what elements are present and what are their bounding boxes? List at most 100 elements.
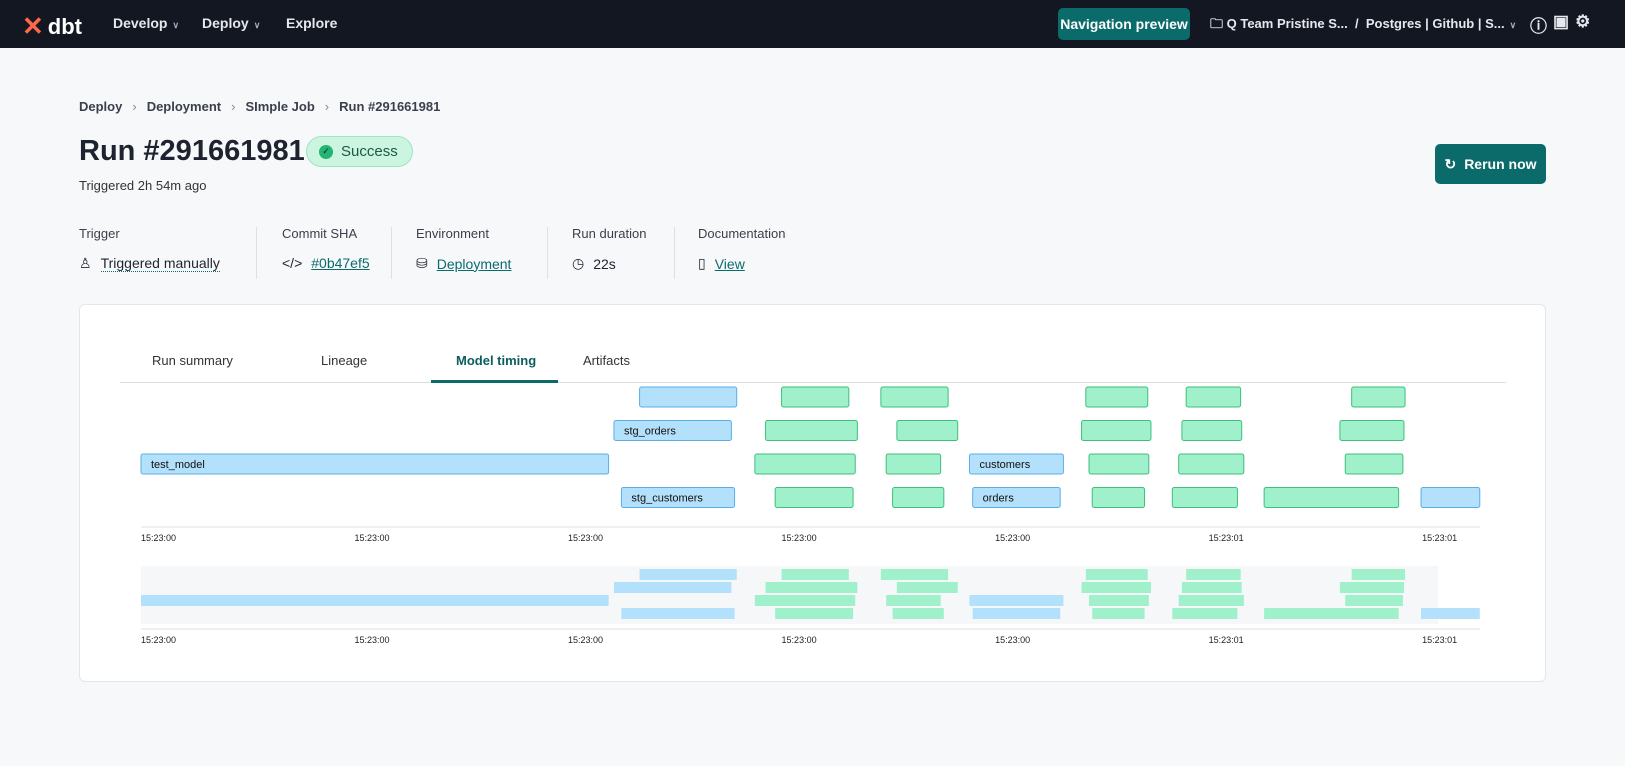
tab-model-timing[interactable]: Model timing — [456, 353, 537, 368]
minimap-test-bar — [1092, 608, 1145, 619]
run-details-card: Run summary Lineage Model timing Artifac… — [79, 304, 1546, 682]
bar-label: stg_orders — [624, 426, 676, 438]
minimap-model-bar — [621, 608, 735, 619]
account-name: Q Team Pristine S... — [1226, 16, 1348, 31]
navigation-preview-button[interactable]: Navigation preview — [1058, 8, 1190, 40]
test-bar[interactable] — [781, 386, 850, 408]
documentation-link[interactable]: View — [714, 255, 745, 272]
top-nav: ✕ dbt Develop ∨ Deploy ∨ Explore Navigation… — [0, 0, 1625, 48]
meta-label: Environment — [416, 226, 489, 241]
breadcrumb-deploy[interactable]: Deploy — [79, 99, 123, 114]
dbt-logo-icon: ✕ — [22, 11, 44, 41]
minimap-test-bar — [1339, 582, 1404, 593]
test-bar[interactable] — [1185, 386, 1242, 408]
test-bar[interactable] — [765, 420, 858, 441]
divider — [674, 227, 675, 279]
minimap-model-bar — [969, 595, 1064, 606]
bar-label: stg_customers — [631, 493, 703, 505]
model-bar[interactable] — [1420, 487, 1481, 508]
nav-explore[interactable]: Explore — [286, 15, 338, 31]
test-bar[interactable] — [1088, 453, 1150, 475]
environment-link[interactable]: Deployment — [436, 255, 512, 272]
model-bar[interactable] — [620, 487, 736, 508]
project-selector[interactable]: 🗀 Q Team Pristine S... / Postgres | Gith… — [1210, 15, 1516, 37]
breadcrumb-job[interactable]: SImple Job — [245, 99, 315, 114]
test-bar[interactable] — [754, 453, 856, 475]
tick-label: 15:23:01 — [1209, 533, 1244, 543]
dbt-logo[interactable]: ✕ dbt — [22, 11, 82, 42]
test-bar[interactable] — [1171, 487, 1238, 508]
test-bar[interactable] — [880, 386, 949, 408]
test-bar[interactable] — [1091, 487, 1146, 508]
nav-deploy-label: Deploy — [202, 15, 249, 31]
minimap-model-bar — [613, 582, 732, 593]
test-bar[interactable] — [885, 453, 942, 475]
minimap-test-bar — [1085, 569, 1148, 580]
breadcrumb: Deploy › Deployment › SImple Job › Run #291… — [79, 99, 440, 114]
tick-label: 15:23:00 — [782, 533, 817, 543]
tick-label: 15:23:01 — [1422, 533, 1457, 543]
model-bar[interactable] — [972, 487, 1061, 508]
test-bar[interactable] — [896, 420, 959, 441]
rerun-now-button[interactable]: ↻ Rerun now — [1435, 144, 1546, 184]
minimap-test-bar — [765, 582, 858, 593]
test-bar[interactable] — [1263, 487, 1400, 508]
model-bar[interactable] — [613, 420, 732, 441]
minimap-test-bar — [775, 608, 854, 619]
tab-artifacts[interactable]: Artifacts — [583, 353, 630, 368]
settings-icon[interactable]: ⚙ — [1575, 12, 1591, 31]
nav-develop[interactable]: Develop ∨ — [113, 15, 179, 31]
test-bar[interactable] — [1344, 453, 1404, 475]
model-bar[interactable] — [968, 453, 1064, 475]
breadcrumb-deployment[interactable]: Deployment — [146, 99, 222, 114]
minimap-test-bar — [1345, 595, 1403, 606]
test-bar[interactable] — [1085, 386, 1149, 408]
breadcrumb-run: Run #291661981 — [339, 99, 441, 114]
minimap-test-bar — [1089, 595, 1149, 606]
logo-text: dbt — [47, 13, 82, 39]
meta-label: Trigger — [79, 226, 120, 241]
minimap-model-bar — [141, 595, 609, 606]
help-icon[interactable]: ⓘ — [1530, 17, 1547, 36]
test-bar[interactable] — [1181, 420, 1243, 441]
triggered-time: Triggered 2h 54m ago — [79, 178, 207, 193]
test-bar[interactable] — [1178, 453, 1245, 475]
tab-run-summary[interactable]: Run summary — [152, 353, 233, 368]
folder-icon: 🗀 — [1210, 16, 1227, 31]
test-bar[interactable] — [1351, 386, 1406, 408]
active-tab-indicator — [431, 380, 558, 383]
project-name: Postgres | Github | S... — [1365, 16, 1505, 31]
model-bar[interactable] — [140, 453, 610, 475]
test-bar[interactable] — [892, 487, 945, 508]
divider — [256, 227, 257, 279]
commit-link[interactable]: #0b47ef5 — [311, 255, 370, 271]
tick-label: 15:23:00 — [782, 635, 817, 645]
tick-label: 15:23:00 — [995, 533, 1030, 543]
test-bar[interactable] — [774, 487, 854, 508]
test-bar[interactable] — [1339, 420, 1405, 441]
rerun-label: Rerun now — [1464, 156, 1537, 172]
test-bar[interactable] — [1081, 420, 1152, 441]
feedback-icon[interactable]: ▣ — [1553, 12, 1570, 31]
model-bar[interactable] — [639, 386, 738, 408]
bar-label: customers — [979, 459, 1030, 471]
meta-label: Documentation — [698, 226, 786, 241]
tick-label: 15:23:00 — [568, 635, 603, 645]
meta-trigger: Trigger ♙ Triggered manually — [79, 226, 220, 278]
nav-deploy[interactable]: Deploy ∨ — [202, 15, 260, 31]
tick-label: 15:23:00 — [141, 533, 176, 543]
minimap-test-bar — [1186, 569, 1241, 580]
minimap-test-bar — [1178, 595, 1244, 606]
chevron-down-icon: ∨ — [172, 20, 180, 30]
user-icon: ♙ — [79, 255, 92, 271]
minimap-model-bar — [972, 608, 1061, 619]
divider — [547, 227, 548, 279]
nav-develop-label: Develop — [113, 15, 168, 31]
tick-label: 15:23:00 — [355, 533, 390, 543]
tab-lineage[interactable]: Lineage — [321, 353, 368, 368]
clock-icon: ◷ — [572, 255, 585, 271]
minimap-test-bar — [1172, 608, 1238, 619]
refresh-icon: ↻ — [1444, 155, 1457, 172]
chevron-right-icon: › — [132, 99, 137, 114]
model-timing-chart: 15:23:00 15:23:00 15:23:00 15:23:00 15:23:00… — [140, 386, 1481, 645]
